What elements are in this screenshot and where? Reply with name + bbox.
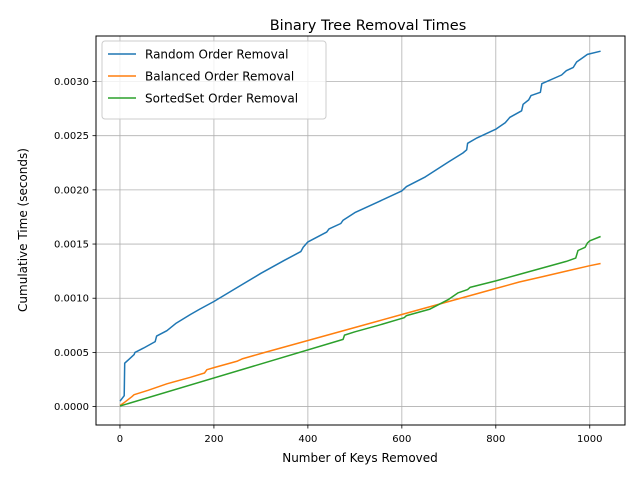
legend: Random Order Removal Balanced Order Remov… — [101, 40, 327, 120]
x-tick-label: 0 — [117, 434, 123, 445]
x-tick-label: 800 — [486, 434, 505, 445]
y-tick-label: 0.0020 — [54, 185, 89, 196]
x-tick-label: 600 — [392, 434, 411, 445]
x-axis-label: Number of Keys Removed — [282, 451, 438, 465]
legend-box — [101, 40, 327, 120]
y-tick-label: 0.0000 — [54, 402, 89, 413]
legend-label-1: Random Order Removal — [145, 48, 288, 62]
y-tick-label: 0.0025 — [54, 131, 89, 142]
axis-ticks: 0 200 400 600 800 1000 0.0000 0.0005 0.0010 0.001… — [54, 77, 602, 445]
y-tick-label: 0.0030 — [54, 77, 89, 88]
series-line-3 — [119, 235, 601, 407]
legend-label-3: SortedSet Order Removal — [145, 92, 298, 106]
series-line-1 — [119, 50, 601, 402]
x-tick-label: 400 — [298, 434, 317, 445]
plot-frame — [95, 35, 626, 426]
chart-title: Binary Tree Removal Times — [270, 18, 467, 34]
x-tick-label: 200 — [204, 434, 223, 445]
legend-label-2: Balanced Order Removal — [145, 70, 294, 84]
y-tick-label: 0.0010 — [54, 294, 89, 305]
series-line-2 — [119, 262, 601, 407]
y-axis-label: Cumulative Time (seconds) — [16, 148, 30, 312]
y-tick-label: 0.0015 — [54, 240, 89, 251]
x-tick-label: 1000 — [577, 434, 602, 445]
series-lines — [119, 50, 601, 407]
y-tick-label: 0.0005 — [54, 348, 89, 359]
